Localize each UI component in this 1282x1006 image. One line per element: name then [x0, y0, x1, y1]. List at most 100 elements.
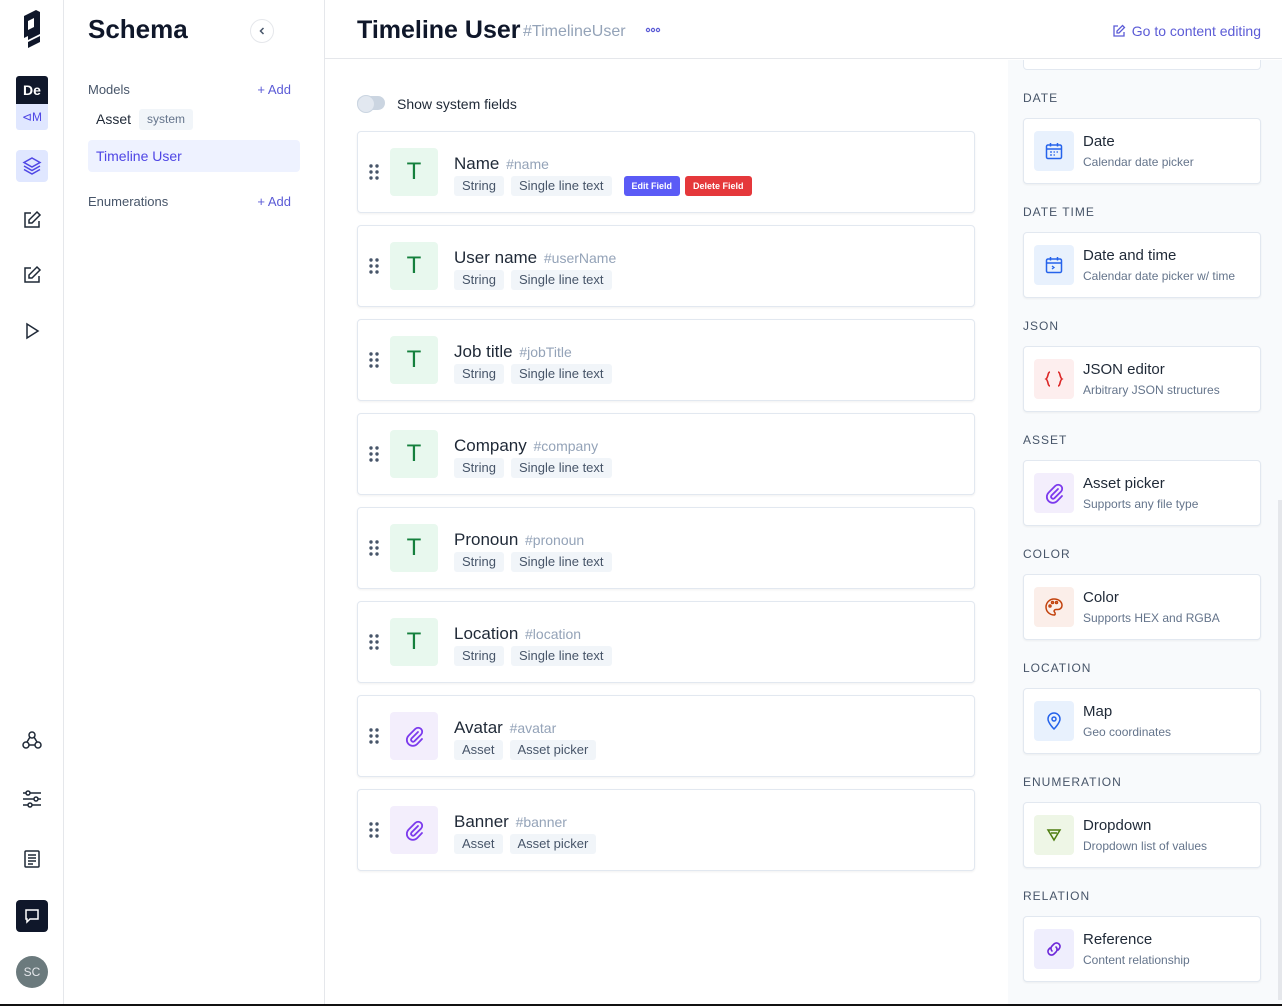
- model-item-timeline-user[interactable]: Timeline User: [88, 140, 300, 172]
- paperclip-icon: [1034, 473, 1074, 513]
- field-tags: Asset Asset picker: [454, 740, 597, 760]
- show-system-fields-toggle[interactable]: [357, 95, 385, 113]
- calendar-icon: [1034, 131, 1074, 171]
- field-type-card[interactable]: Date Calendar date picker: [1023, 118, 1261, 184]
- field-category-label: DATE: [1023, 91, 1059, 105]
- field-name: Pronoun #pronoun: [454, 530, 585, 549]
- field-tags: String Single line text: [454, 458, 612, 478]
- models-section-label: Models: [88, 82, 130, 97]
- more-options-icon[interactable]: [645, 27, 661, 33]
- text-icon: T: [390, 618, 438, 666]
- drag-handle-icon[interactable]: [368, 821, 380, 839]
- dropdown-icon: [1034, 815, 1074, 855]
- play-icon: [26, 322, 40, 340]
- field-types-panel: DATE Date Calendar date picker DATE TIME …: [1008, 60, 1282, 1004]
- go-to-content-editing-link[interactable]: Go to content editing: [1112, 23, 1261, 39]
- field-component-tag: Asset picker: [509, 834, 597, 854]
- drag-handle-icon[interactable]: [368, 727, 380, 745]
- api-playground-button[interactable]: [16, 315, 48, 347]
- field-tags: String Single line text Edit Field Delete…: [454, 176, 752, 196]
- edit-icon: [24, 210, 42, 228]
- project-switcher[interactable]: De: [16, 76, 48, 104]
- field-row[interactable]: T Pronoun #pronoun String Single line te…: [357, 507, 975, 589]
- field-row[interactable]: T Job title #jobTitle String Single line…: [357, 319, 975, 401]
- add-model-button[interactable]: + Add: [257, 82, 291, 97]
- webhook-icon: [22, 731, 42, 749]
- sliders-icon: [23, 790, 41, 808]
- drag-handle-icon[interactable]: [368, 257, 380, 275]
- settings-button[interactable]: [16, 783, 48, 815]
- link-icon: [1034, 929, 1074, 969]
- field-row[interactable]: T Company #company String Single line te…: [357, 413, 975, 495]
- field-row[interactable]: Banner #banner Asset Asset picker: [357, 789, 975, 871]
- delete-field-button[interactable]: Delete Field: [685, 176, 752, 196]
- calendar-clock-icon: [1034, 245, 1074, 285]
- field-name: Location #location: [454, 624, 582, 643]
- model-item-asset[interactable]: Asset: [96, 111, 132, 127]
- field-name: User name #userName: [454, 248, 617, 267]
- field-api-id: #location: [525, 626, 582, 642]
- field-row[interactable]: T Location #location String Single line …: [357, 601, 975, 683]
- chevron-left-icon: [259, 27, 265, 35]
- model-api-id: #TimelineUser: [523, 23, 626, 40]
- docs-button[interactable]: [16, 843, 48, 875]
- field-type-tag: String: [454, 458, 504, 478]
- field-api-id: #avatar: [509, 720, 557, 736]
- collapse-sidebar-button[interactable]: [250, 19, 274, 43]
- drag-handle-icon[interactable]: [368, 351, 380, 369]
- field-category-label: COLOR: [1023, 547, 1071, 561]
- field-type-name: Date: [1083, 133, 1115, 150]
- add-enumeration-button[interactable]: + Add: [257, 194, 291, 209]
- field-name: Company #company: [454, 436, 599, 455]
- field-type-tag: String: [454, 270, 504, 290]
- field-type-card[interactable]: Dropdown Dropdown list of values: [1023, 802, 1261, 868]
- content-nav-button-2[interactable]: [16, 259, 48, 291]
- map-pin-icon: [1034, 701, 1074, 741]
- text-icon: T: [390, 148, 438, 196]
- fields-panel: Show system fields T Name #name String S…: [325, 60, 1008, 1004]
- field-row[interactable]: T User name #userName String Single line…: [357, 225, 975, 307]
- nav-rail: De ⊲M SC: [0, 0, 64, 1004]
- text-icon: T: [390, 336, 438, 384]
- field-type-card-partial[interactable]: [1023, 60, 1261, 70]
- field-component-tag: Asset picker: [509, 740, 597, 760]
- field-type-name: Map: [1083, 703, 1113, 720]
- field-tags: String Single line text: [454, 552, 612, 572]
- schema-nav-button[interactable]: [16, 150, 48, 182]
- field-type-name: Asset picker: [1083, 475, 1165, 492]
- drag-handle-icon[interactable]: [368, 539, 380, 557]
- hygraph-logo[interactable]: [18, 8, 46, 48]
- field-type-card[interactable]: Color Supports HEX and RGBA: [1023, 574, 1261, 640]
- field-type-name: JSON editor: [1083, 361, 1165, 378]
- field-type-tag: Asset: [454, 834, 503, 854]
- field-type-card[interactable]: Map Geo coordinates: [1023, 688, 1261, 754]
- field-type-card[interactable]: Asset picker Supports any file type: [1023, 460, 1261, 526]
- field-type-description: Calendar date picker: [1083, 155, 1194, 169]
- field-type-description: Arbitrary JSON structures: [1083, 383, 1220, 397]
- field-api-id: #jobTitle: [519, 344, 572, 360]
- drag-handle-icon[interactable]: [368, 445, 380, 463]
- field-type-name: Dropdown: [1083, 817, 1152, 834]
- field-row[interactable]: Avatar #avatar Asset Asset picker: [357, 695, 975, 777]
- environment-badge[interactable]: ⊲M: [16, 104, 48, 130]
- field-tags: Asset Asset picker: [454, 834, 597, 854]
- content-nav-button[interactable]: [16, 204, 48, 236]
- chat-support-button[interactable]: [16, 900, 48, 932]
- user-avatar[interactable]: SC: [16, 956, 48, 988]
- field-api-id: #name: [506, 156, 549, 172]
- paperclip-icon: [390, 806, 438, 854]
- field-tags: String Single line text: [454, 646, 612, 666]
- webhooks-button[interactable]: [16, 724, 48, 756]
- drag-handle-icon[interactable]: [368, 163, 380, 181]
- show-system-fields-label: Show system fields: [397, 96, 517, 112]
- field-type-card[interactable]: Date and time Calendar date picker w/ ti…: [1023, 232, 1261, 298]
- field-category-label: DATE TIME: [1023, 205, 1095, 219]
- field-type-card[interactable]: JSON editor Arbitrary JSON structures: [1023, 346, 1261, 412]
- page-title: Timeline User: [357, 16, 521, 44]
- field-type-card[interactable]: Reference Content relationship: [1023, 916, 1261, 982]
- panel-scrollbar[interactable]: [1278, 500, 1282, 1000]
- field-row[interactable]: T Name #name String Single line text Edi…: [357, 131, 975, 213]
- drag-handle-icon[interactable]: [368, 633, 380, 651]
- edit-field-button[interactable]: Edit Field: [623, 176, 681, 196]
- schema-sidebar: Schema Models + Add Asset system Timelin…: [64, 0, 325, 1004]
